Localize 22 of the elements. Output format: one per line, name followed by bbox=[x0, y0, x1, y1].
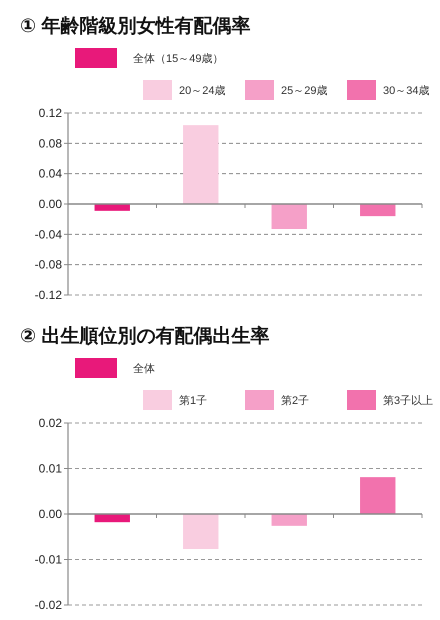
legend-label: 第2子 bbox=[281, 395, 310, 407]
y-tick-label: 0.00 bbox=[38, 197, 62, 211]
y-tick-label: 0.08 bbox=[38, 136, 62, 150]
chart-title: ② 出生順位別の有配偶出生率 bbox=[20, 325, 270, 347]
legend-label: 20～24歳 bbox=[179, 84, 226, 97]
y-tick-label: -0.02 bbox=[34, 598, 62, 612]
y-tick-label: -0.01 bbox=[34, 552, 62, 566]
y-tick-label: 0.02 bbox=[38, 416, 62, 430]
y-tick-label: -0.12 bbox=[34, 288, 62, 302]
legend-label: 25～29歳 bbox=[281, 84, 328, 97]
legend-label: 全体（15～49歳） bbox=[133, 52, 224, 65]
legend-label: 第1子 bbox=[179, 395, 208, 407]
y-tick-label: -0.08 bbox=[34, 258, 62, 272]
chart-title: ① 年齢階級別女性有配偶率 bbox=[20, 15, 250, 37]
legend-label: 30～34歳 bbox=[383, 84, 430, 97]
y-tick-label: 0.01 bbox=[38, 462, 62, 476]
y-tick-label: 0.00 bbox=[38, 507, 62, 521]
y-tick-label: 0.12 bbox=[38, 106, 62, 120]
y-tick-label: 0.04 bbox=[38, 166, 62, 181]
y-tick-label: -0.04 bbox=[34, 227, 62, 242]
legend-label: 全体 bbox=[133, 363, 155, 375]
legend-label: 第3子以上 bbox=[383, 394, 434, 407]
